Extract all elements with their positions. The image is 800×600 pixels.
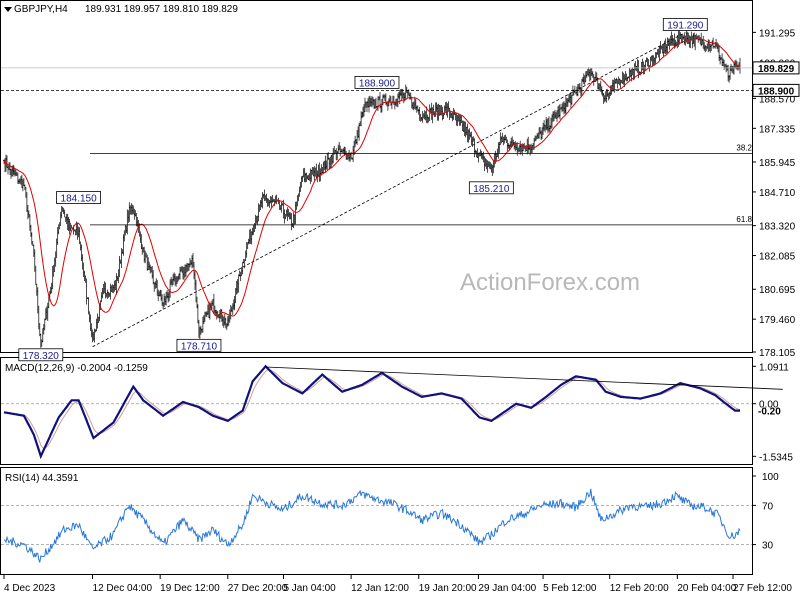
- watermark: ActionForex.com: [460, 269, 640, 296]
- trendline: [92, 32, 686, 348]
- price-axis-label: 188.570: [759, 94, 796, 105]
- annotation-label: 184.150: [61, 194, 98, 205]
- rsi-layer: [1, 488, 752, 563]
- rsi-label: RSI(14) 44.3591: [5, 473, 79, 484]
- time-axis-label: 12 Dec 04:00: [93, 583, 153, 594]
- annotation-label: 185.210: [473, 184, 510, 195]
- time-axis-label: 19 Jan 20:00: [419, 583, 477, 594]
- time-axis-label: 4 Dec 2023: [4, 583, 56, 594]
- price-axis-label: 179.460: [759, 315, 796, 326]
- time-axis-label: 20 Feb 04:00: [677, 583, 736, 594]
- annotation-label: 188.900: [359, 78, 396, 89]
- macd-axis-label: 0.00: [759, 400, 779, 411]
- moving-average-line: [3, 38, 741, 317]
- ohlc-label: 189.931 189.957 189.810 189.829: [85, 4, 238, 15]
- annotation-box: [18, 348, 64, 362]
- rsi-axis-label: 70: [762, 501, 774, 512]
- time-axis-label: 12 Feb 20:00: [610, 583, 669, 594]
- rsi-axis-label: 30: [762, 541, 774, 552]
- support-price-tag: [752, 83, 800, 97]
- fib-38-2-label: 38.2: [736, 143, 752, 152]
- price-axis-label: 180.695: [759, 285, 796, 296]
- dropdown-triangle-icon[interactable]: [4, 7, 12, 12]
- macd-signal-line: [4, 369, 741, 449]
- symbol-label: GBPJPY,H4: [14, 4, 68, 15]
- annotation-box: [468, 181, 514, 195]
- macd-axis-label: 1.0911: [759, 362, 789, 373]
- current-price-tag: [752, 61, 800, 75]
- price-axis-label: 182.085: [759, 252, 796, 263]
- time-axis-label: 19 Dec 12:00: [160, 583, 220, 594]
- annotation-box: [662, 18, 708, 31]
- macd-axis-label: -1.5345: [759, 452, 793, 463]
- price-axis-label: 185.945: [759, 158, 796, 169]
- time-axis-label: 29 Jan 04:00: [478, 583, 536, 594]
- rsi-axis-label: 100: [762, 472, 779, 483]
- rsi-panel-frame: [0, 467, 753, 575]
- macd-resistance-line: [265, 366, 783, 390]
- macd-layer: [1, 364, 783, 460]
- annotation-label: 191.290: [667, 20, 704, 31]
- price-panel-frame: [0, 0, 753, 353]
- annotation-box: [176, 338, 222, 352]
- macd-line: [3, 364, 740, 460]
- price-axis-label: 183.320: [759, 222, 796, 233]
- time-axis-label: 27 Dec 20:00: [228, 583, 288, 594]
- macd-value-tag: -0.20: [758, 407, 781, 418]
- time-axis-label: 5 Jan 04:00: [283, 583, 336, 594]
- price-axis-label: 184.710: [759, 188, 796, 199]
- price-axis-label: 178.105: [759, 348, 796, 359]
- support-price-tag-text: 188.900: [758, 86, 795, 97]
- annotation-box: [354, 75, 400, 89]
- rsi-line: [3, 488, 741, 563]
- price-axis-label: 191.295: [759, 28, 796, 39]
- macd-label: MACD(12,26,9) -0.2004 -0.1259: [5, 363, 148, 374]
- time-axis-label: 5 Feb 12:00: [543, 583, 597, 594]
- current-price-tag-text: 189.829: [758, 64, 795, 75]
- time-axis-label: 12 Jan 12:00: [351, 583, 409, 594]
- annotation-label: 178.710: [181, 341, 218, 352]
- time-axis-label: 27 Feb 12:00: [733, 583, 792, 594]
- annotation-box: [56, 191, 101, 204]
- price-layer: 178.320 184.150 178.710 188.900 185.210 191.2…: [1, 18, 752, 362]
- price-axis-label: 187.335: [759, 124, 796, 135]
- fib-61-8-label: 61.8: [736, 215, 752, 224]
- annotation-label: 178.320: [23, 351, 60, 362]
